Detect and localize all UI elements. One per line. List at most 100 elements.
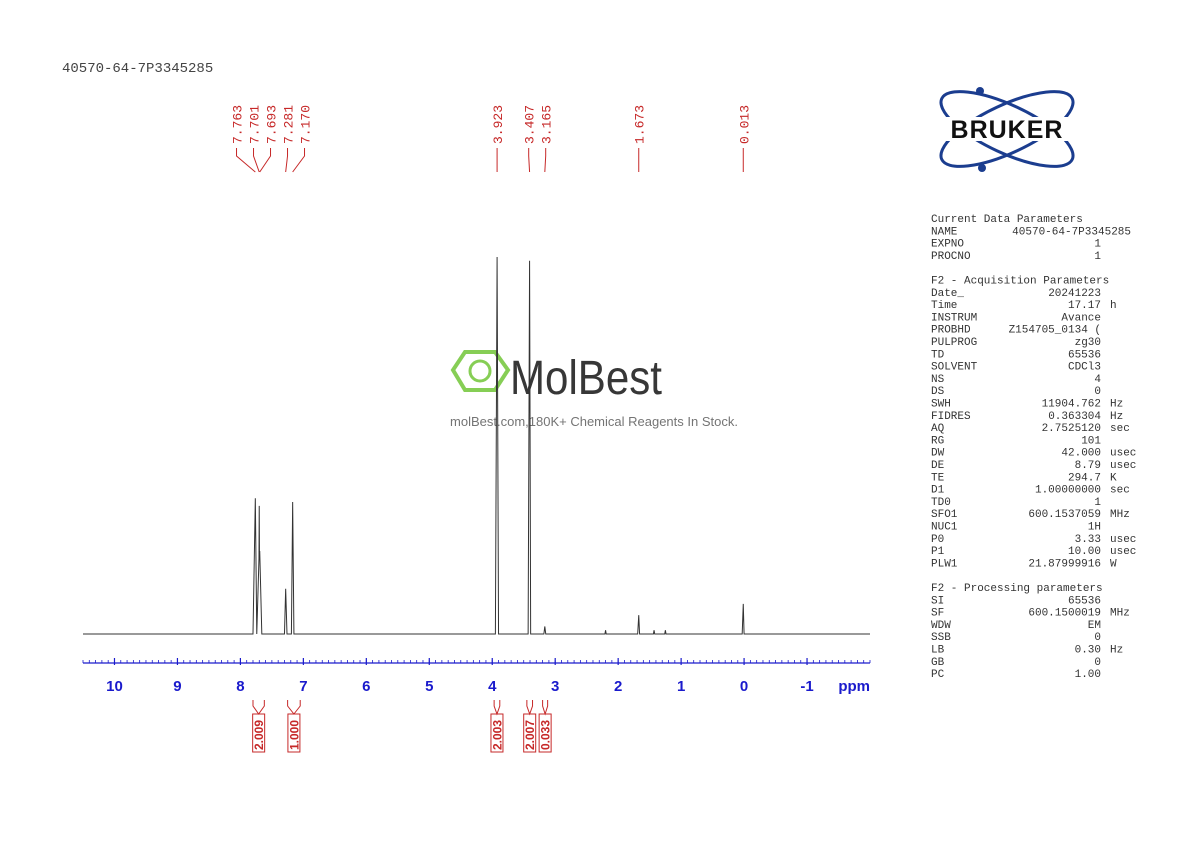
param-unit: Hz bbox=[1110, 645, 1123, 657]
x-tick-label: 2 bbox=[614, 678, 622, 695]
param-name: SF bbox=[931, 608, 944, 620]
x-tick-label: 10 bbox=[106, 678, 123, 695]
param-name: PLW1 bbox=[931, 558, 958, 570]
param-value: 65536 bbox=[1068, 349, 1101, 361]
param-unit: h bbox=[1110, 300, 1117, 312]
x-tick-label: 0 bbox=[740, 678, 748, 695]
integral-bracket bbox=[526, 700, 534, 716]
param-value: 0 bbox=[1094, 657, 1101, 669]
param-name: DS bbox=[931, 386, 945, 398]
param-heading: F2 - Processing parameters bbox=[931, 583, 1103, 595]
param-value: 20241223 bbox=[1048, 288, 1101, 300]
integral-label: 2.009 bbox=[252, 720, 266, 750]
param-name: NS bbox=[931, 374, 945, 386]
param-value: Avance bbox=[1061, 312, 1101, 324]
param-value: 11904.762 bbox=[1042, 399, 1101, 411]
param-name: TE bbox=[931, 472, 945, 484]
watermark-icon bbox=[450, 350, 511, 392]
peak-label: 7.693 bbox=[265, 105, 280, 144]
param-name: TD0 bbox=[931, 497, 951, 509]
integral-label: 2.003 bbox=[490, 720, 504, 750]
param-unit: sec bbox=[1110, 423, 1130, 435]
param-value: 8.79 bbox=[1075, 460, 1101, 472]
param-value: 40570-64-7P3345285 bbox=[1012, 226, 1131, 238]
integral-label: 0.033 bbox=[539, 720, 553, 750]
param-name: RG bbox=[931, 435, 944, 447]
param-name: NUC1 bbox=[931, 522, 958, 534]
param-value: 3.33 bbox=[1075, 534, 1101, 546]
integral-box bbox=[538, 713, 552, 753]
param-value: EM bbox=[1088, 620, 1101, 632]
spectrum-line bbox=[83, 256, 870, 635]
integral-label: 1.000 bbox=[287, 720, 301, 750]
param-value: 4 bbox=[1094, 374, 1101, 386]
param-unit: Hz bbox=[1110, 399, 1123, 411]
integral-box bbox=[490, 713, 504, 753]
watermark-brand: MolBest bbox=[510, 352, 662, 405]
param-value: 1 bbox=[1094, 239, 1101, 251]
param-unit: sec bbox=[1110, 485, 1130, 497]
param-name: PROCNO bbox=[931, 251, 971, 263]
param-name: NAME bbox=[931, 226, 958, 238]
peak-leader bbox=[544, 148, 547, 173]
param-name: DW bbox=[931, 448, 945, 460]
param-value: 294.7 bbox=[1068, 472, 1101, 484]
param-name: EXPNO bbox=[931, 239, 964, 251]
param-unit: MHz bbox=[1110, 509, 1130, 521]
x-tick-label: 6 bbox=[362, 678, 370, 695]
param-value: 2.7525120 bbox=[1042, 423, 1101, 435]
peak-label: 3.407 bbox=[523, 105, 538, 144]
peak-label: 3.165 bbox=[540, 105, 555, 144]
param-value: 42.000 bbox=[1061, 448, 1101, 460]
sample-title: 40570-64-7P3345285 bbox=[62, 61, 213, 77]
x-tick-label: 1 bbox=[677, 678, 685, 695]
integral-box bbox=[287, 713, 301, 753]
watermark: MolBest molBest.com,180K+ Chemical Reage… bbox=[450, 350, 738, 429]
param-value: 0 bbox=[1094, 386, 1101, 398]
param-value: 10.00 bbox=[1068, 546, 1101, 558]
param-value: 1H bbox=[1088, 522, 1101, 534]
peak-leader bbox=[285, 148, 289, 173]
param-name: P0 bbox=[931, 534, 944, 546]
param-value: 1 bbox=[1094, 497, 1101, 509]
x-tick-label: 5 bbox=[425, 678, 433, 695]
param-value: 600.1500019 bbox=[1028, 608, 1101, 620]
param-value: 1.00 bbox=[1075, 669, 1101, 681]
param-name: SSB bbox=[931, 632, 951, 644]
param-name: GB bbox=[931, 657, 945, 669]
param-value: CDCl3 bbox=[1068, 362, 1101, 374]
logo-band bbox=[925, 117, 1090, 141]
x-tick-label: 9 bbox=[173, 678, 181, 695]
peak-label: 0.013 bbox=[737, 105, 752, 144]
param-name: LB bbox=[931, 645, 945, 657]
param-unit: W bbox=[1110, 558, 1117, 570]
logo-dot bbox=[976, 87, 984, 95]
bruker-logo: BRUKER bbox=[925, 87, 1090, 172]
param-value: Z154705_0134 ( bbox=[1009, 325, 1101, 337]
logo-text: BRUKER bbox=[951, 116, 1064, 144]
peak-label: 7.701 bbox=[248, 105, 263, 144]
param-name: AQ bbox=[931, 423, 945, 435]
param-name: SWH bbox=[931, 399, 951, 411]
param-name: Date_ bbox=[931, 288, 964, 300]
peak-label: 3.923 bbox=[491, 105, 506, 144]
param-value: 17.17 bbox=[1068, 300, 1101, 312]
param-value: 1.00000000 bbox=[1035, 485, 1101, 497]
param-name: SFO1 bbox=[931, 509, 958, 521]
peak-label: 1.673 bbox=[633, 105, 648, 144]
logo-dot bbox=[978, 164, 986, 172]
peak-leader bbox=[253, 148, 260, 173]
x-tick-label: 4 bbox=[488, 678, 497, 695]
x-tick-label: -1 bbox=[800, 678, 813, 695]
peak-label: 7.281 bbox=[282, 105, 297, 144]
peak-leader bbox=[292, 148, 306, 173]
param-name: DE bbox=[931, 460, 945, 472]
peak-label: 7.170 bbox=[299, 105, 314, 144]
param-name: SI bbox=[931, 595, 944, 607]
x-tick-label: 8 bbox=[236, 678, 244, 695]
x-axis-label: ppm bbox=[838, 678, 870, 695]
param-unit: MHz bbox=[1110, 608, 1130, 620]
param-value: 21.87999916 bbox=[1028, 558, 1101, 570]
integral-box bbox=[523, 713, 537, 753]
